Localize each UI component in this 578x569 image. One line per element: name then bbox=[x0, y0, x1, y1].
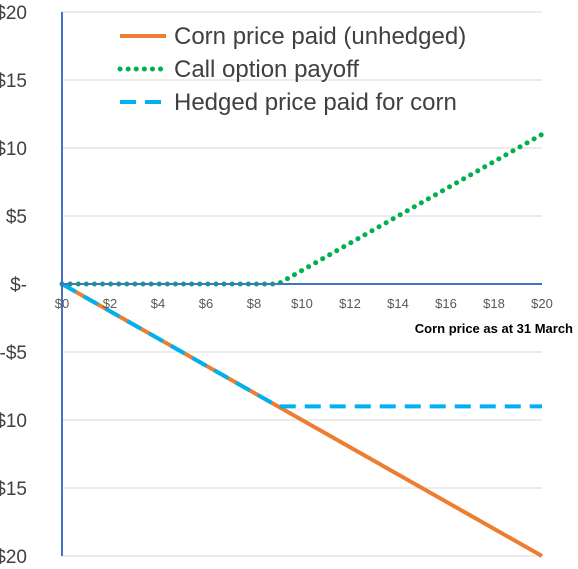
x-tick-label-9: $18 bbox=[483, 296, 505, 311]
y-axis-tick-labels: $20 $15 $10 $5 $- -$5 $10 $15 $20 bbox=[0, 3, 27, 568]
y-tick-label-6: $10 bbox=[0, 411, 27, 432]
legend: Corn price paid (unhedged) Call option pa… bbox=[117, 23, 466, 116]
x-tick-label-0: $0 bbox=[55, 296, 69, 311]
y-tick-label-5: -$5 bbox=[0, 343, 27, 364]
y-tick-label-7: $15 bbox=[0, 479, 27, 500]
series-line-call-option-payoff bbox=[59, 131, 545, 287]
legend-label-corn-price-paid-unhedged: Corn price paid (unhedged) bbox=[174, 23, 466, 50]
x-tick-label-3: $6 bbox=[199, 296, 213, 311]
y-tick-label-1: $15 bbox=[0, 71, 27, 92]
x-tick-label-4: $8 bbox=[247, 296, 261, 311]
x-axis-tick-labels: $0 $2 $4 $6 $8 $10 $12 $14 $16 $18 $20 bbox=[55, 296, 553, 311]
x-tick-label-6: $12 bbox=[339, 296, 361, 311]
y-tick-label-8: $20 bbox=[0, 547, 27, 568]
y-tick-label-0: $20 bbox=[0, 3, 27, 24]
y-tick-label-4: $- bbox=[10, 275, 27, 296]
x-tick-label-5: $10 bbox=[291, 296, 313, 311]
x-tick-label-1: $2 bbox=[103, 296, 117, 311]
series-line-corn-price-paid-unhedged bbox=[61, 282, 543, 558]
x-tick-label-2: $4 bbox=[151, 296, 165, 311]
x-tick-label-10: $20 bbox=[531, 296, 553, 311]
x-tick-label-7: $14 bbox=[387, 296, 409, 311]
y-tick-label-2: $10 bbox=[0, 139, 27, 160]
series-line-hedged-price-paid-for-corn bbox=[61, 282, 542, 409]
legend-label-call-option-payoff: Call option payoff bbox=[174, 56, 359, 83]
x-axis-label: Corn price as at 31 March bbox=[415, 321, 573, 336]
axes bbox=[61, 12, 542, 556]
legend-label-hedged-price-paid-for-corn: Hedged price paid for corn bbox=[174, 89, 457, 116]
series-lines bbox=[59, 131, 545, 558]
y-tick-label-3: $5 bbox=[6, 207, 27, 228]
x-tick-label-8: $16 bbox=[435, 296, 457, 311]
